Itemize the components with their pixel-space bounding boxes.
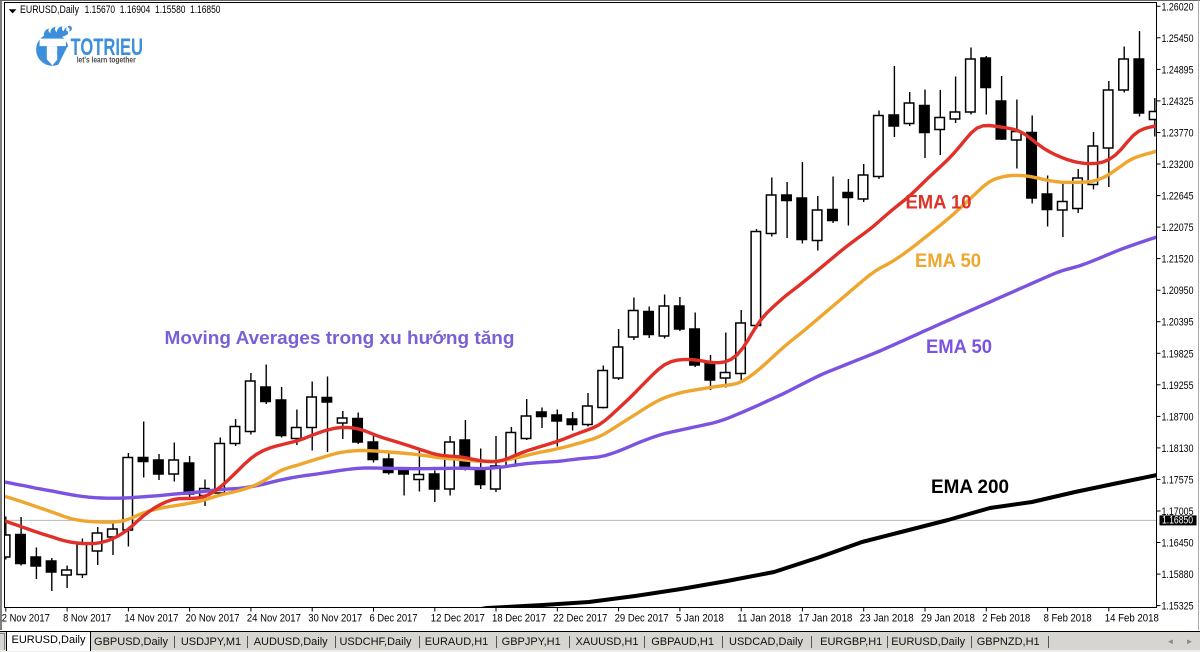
- svg-text:30 Nov 2017: 30 Nov 2017: [308, 613, 362, 625]
- svg-text:23 Jan 2018: 23 Jan 2018: [860, 613, 914, 625]
- svg-text:14 Nov 2017: 14 Nov 2017: [124, 613, 178, 625]
- svg-text:EMA 200: EMA 200: [931, 477, 1009, 498]
- svg-text:2 Nov 2017: 2 Nov 2017: [2, 613, 50, 625]
- svg-text:1.15880: 1.15880: [1162, 569, 1194, 581]
- svg-text:TOTRIEU: TOTRIEU: [71, 34, 144, 61]
- svg-text:1.15325: 1.15325: [1162, 601, 1194, 613]
- svg-text:24 Nov 2017: 24 Nov 2017: [247, 613, 301, 625]
- svg-text:20 Nov 2017: 20 Nov 2017: [186, 613, 240, 625]
- svg-text:1.22645: 1.22645: [1162, 191, 1194, 203]
- svg-text:1.15670: 1.15670: [85, 4, 116, 16]
- svg-text:1.19255: 1.19255: [1162, 380, 1194, 392]
- svg-text:1.16850: 1.16850: [190, 4, 221, 16]
- svg-text:29 Dec 2017: 29 Dec 2017: [615, 613, 669, 625]
- svg-text:5 Jan 2018: 5 Jan 2018: [676, 613, 724, 625]
- svg-text:1.15580: 1.15580: [155, 4, 186, 16]
- svg-text:1.23770: 1.23770: [1162, 128, 1194, 140]
- svg-text:8 Feb 2018: 8 Feb 2018: [1044, 613, 1092, 625]
- svg-text:1.16850: 1.16850: [1162, 515, 1193, 527]
- svg-text:1.17005: 1.17005: [1162, 506, 1194, 518]
- svg-text:18 Dec 2017: 18 Dec 2017: [492, 613, 546, 625]
- svg-text:6 Dec 2017: 6 Dec 2017: [370, 613, 418, 625]
- svg-text:29 Jan 2018: 29 Jan 2018: [921, 613, 975, 625]
- svg-text:12 Dec 2017: 12 Dec 2017: [431, 613, 485, 625]
- svg-text:let's learn together: let's learn together: [77, 56, 136, 65]
- svg-text:11 Jan 2018: 11 Jan 2018: [737, 613, 791, 625]
- svg-text:EMA 50: EMA 50: [926, 337, 992, 358]
- svg-text:1.18130: 1.18130: [1162, 443, 1194, 455]
- svg-text:1.26020: 1.26020: [1162, 1, 1194, 13]
- svg-text:1.16904: 1.16904: [120, 4, 151, 16]
- svg-text:EURUSD,Daily: EURUSD,Daily: [20, 4, 79, 16]
- svg-text:17 Jan 2018: 17 Jan 2018: [798, 613, 852, 625]
- svg-text:1.25450: 1.25450: [1162, 33, 1194, 45]
- svg-text:1.24325: 1.24325: [1162, 96, 1194, 108]
- svg-text:1.16450: 1.16450: [1162, 538, 1194, 550]
- svg-text:1.21520: 1.21520: [1162, 254, 1194, 266]
- svg-text:2 Feb 2018: 2 Feb 2018: [982, 613, 1030, 625]
- svg-text:1.19825: 1.19825: [1162, 348, 1194, 360]
- svg-text:1.17575: 1.17575: [1162, 474, 1194, 486]
- svg-text:1.22075: 1.22075: [1162, 222, 1194, 234]
- svg-text:1.23200: 1.23200: [1162, 159, 1194, 171]
- svg-text:Moving Averages trong xu hướng: Moving Averages trong xu hướng tăng: [165, 327, 515, 348]
- svg-text:1.20395: 1.20395: [1162, 317, 1194, 329]
- svg-text:1.18700: 1.18700: [1162, 411, 1194, 423]
- svg-text:14 Feb 2018: 14 Feb 2018: [1105, 613, 1159, 625]
- svg-text:EMA 10: EMA 10: [906, 193, 972, 214]
- svg-text:22 Dec 2017: 22 Dec 2017: [553, 613, 607, 625]
- svg-text:1.20950: 1.20950: [1162, 285, 1194, 297]
- svg-text:1.24895: 1.24895: [1162, 64, 1194, 76]
- svg-text:8 Nov 2017: 8 Nov 2017: [63, 613, 111, 625]
- svg-text:EMA 50: EMA 50: [915, 251, 981, 272]
